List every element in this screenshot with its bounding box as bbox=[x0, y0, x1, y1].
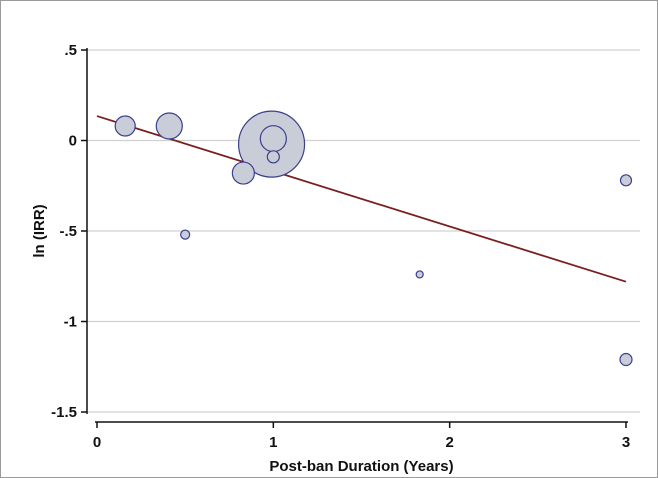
y-tick-label: .5 bbox=[64, 42, 77, 59]
data-point bbox=[231, 161, 255, 185]
fit-line bbox=[96, 115, 627, 283]
x-tick-label: 2 bbox=[445, 434, 453, 451]
y-tick-label: -1.5 bbox=[51, 404, 77, 421]
x-axis-ticks: 0 1 2 3 bbox=[93, 422, 630, 451]
y-tick-label: -1 bbox=[64, 314, 77, 331]
x-tick-label: 0 bbox=[93, 434, 101, 451]
y-tick-label: -.5 bbox=[59, 223, 77, 240]
x-tick-label: 1 bbox=[269, 434, 277, 451]
x-axis-title: Post-ban Duration (Years) bbox=[269, 458, 453, 475]
data-point bbox=[114, 115, 136, 137]
fit-line-layer bbox=[96, 115, 627, 283]
data-points bbox=[114, 110, 633, 367]
x-tick-label: 3 bbox=[622, 434, 630, 451]
gridlines bbox=[87, 49, 640, 413]
data-point bbox=[180, 229, 191, 240]
data-point bbox=[266, 150, 280, 164]
y-tick-label: 0 bbox=[69, 133, 77, 150]
y-axis-ticks: .5 0 -.5 -1 -1.5 bbox=[51, 42, 87, 421]
data-point bbox=[415, 270, 424, 279]
data-point bbox=[155, 112, 183, 140]
data-point bbox=[619, 174, 633, 187]
data-point bbox=[259, 125, 287, 153]
data-point bbox=[619, 352, 633, 367]
y-axis-title: ln (IRR) bbox=[31, 204, 48, 257]
